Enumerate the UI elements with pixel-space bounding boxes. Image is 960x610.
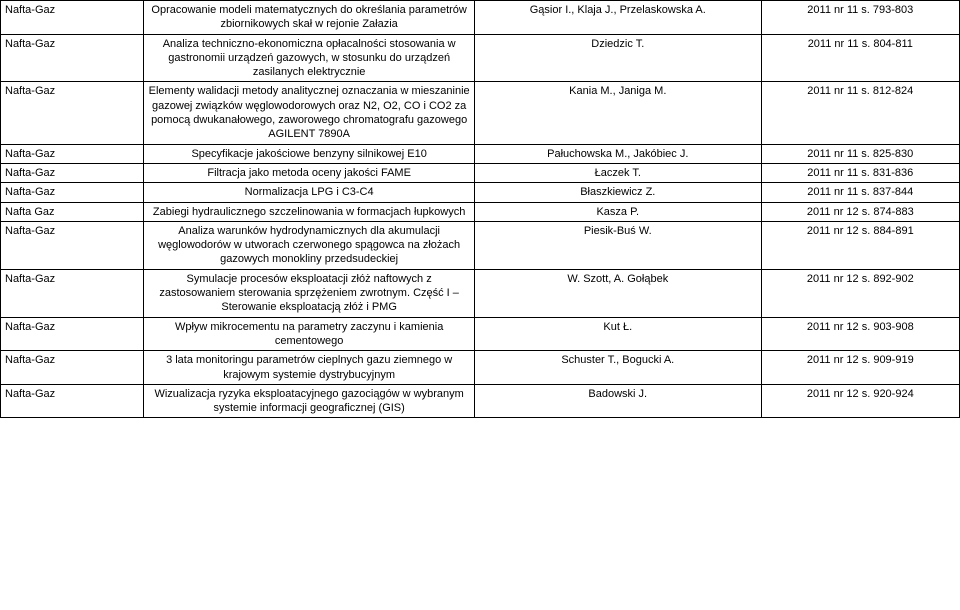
authors-cell: Dziedzic T.: [474, 34, 761, 82]
table-row: Nafta GazZabiegi hydraulicznego szczelin…: [1, 202, 960, 221]
authors-cell: Kasza P.: [474, 202, 761, 221]
title-cell: Zabiegi hydraulicznego szczelinowania w …: [144, 202, 475, 221]
journal-cell: Nafta-Gaz: [1, 221, 144, 269]
journal-cell: Nafta-Gaz: [1, 34, 144, 82]
publications-table: Nafta-GazOpracowanie modeli matematyczny…: [0, 0, 960, 418]
authors-cell: Badowski J.: [474, 384, 761, 418]
journal-cell: Nafta-Gaz: [1, 183, 144, 202]
authors-cell: Schuster T., Bogucki A.: [474, 351, 761, 385]
title-cell: Symulacje procesów eksploatacji złóż naf…: [144, 269, 475, 317]
authors-cell: Kania M., Janiga M.: [474, 82, 761, 144]
reference-cell: 2011 nr 11 s. 804-811: [761, 34, 959, 82]
journal-cell: Nafta-Gaz: [1, 82, 144, 144]
reference-cell: 2011 nr 12 s. 909-919: [761, 351, 959, 385]
journal-cell: Nafta-Gaz: [1, 163, 144, 182]
table-row: Nafta-GazOpracowanie modeli matematyczny…: [1, 1, 960, 35]
journal-cell: Nafta Gaz: [1, 202, 144, 221]
reference-cell: 2011 nr 12 s. 892-902: [761, 269, 959, 317]
title-cell: Filtracja jako metoda oceny jakości FAME: [144, 163, 475, 182]
authors-cell: Gąsior I., Klaja J., Przelaskowska A.: [474, 1, 761, 35]
table-row: Nafta-GazFiltracja jako metoda oceny jak…: [1, 163, 960, 182]
reference-cell: 2011 nr 11 s. 825-830: [761, 144, 959, 163]
title-cell: Wpływ mikrocementu na parametry zaczynu …: [144, 317, 475, 351]
reference-cell: 2011 nr 11 s. 812-824: [761, 82, 959, 144]
reference-cell: 2011 nr 12 s. 874-883: [761, 202, 959, 221]
table-row: Nafta-GazNormalizacja LPG i C3-C4Błaszki…: [1, 183, 960, 202]
title-cell: Normalizacja LPG i C3-C4: [144, 183, 475, 202]
table-row: Nafta-GazElementy walidacji metody anali…: [1, 82, 960, 144]
title-cell: Specyfikacje jakościowe benzyny silnikow…: [144, 144, 475, 163]
reference-cell: 2011 nr 11 s. 831-836: [761, 163, 959, 182]
title-cell: 3 lata monitoringu parametrów cieplnych …: [144, 351, 475, 385]
journal-cell: Nafta-Gaz: [1, 351, 144, 385]
reference-cell: 2011 nr 12 s. 920-924: [761, 384, 959, 418]
table-row: Nafta-GazAnaliza techniczno-ekonomiczna …: [1, 34, 960, 82]
reference-cell: 2011 nr 11 s. 793-803: [761, 1, 959, 35]
table-row: Nafta-GazWpływ mikrocementu na parametry…: [1, 317, 960, 351]
title-cell: Analiza techniczno-ekonomiczna opłacalno…: [144, 34, 475, 82]
journal-cell: Nafta-Gaz: [1, 269, 144, 317]
table-row: Nafta-GazSpecyfikacje jakościowe benzyny…: [1, 144, 960, 163]
title-cell: Wizualizacja ryzyka eksploatacyjnego gaz…: [144, 384, 475, 418]
reference-cell: 2011 nr 12 s. 903-908: [761, 317, 959, 351]
reference-cell: 2011 nr 11 s. 837-844: [761, 183, 959, 202]
title-cell: Analiza warunków hydrodynamicznych dla a…: [144, 221, 475, 269]
table-row: Nafta-Gaz3 lata monitoringu parametrów c…: [1, 351, 960, 385]
reference-cell: 2011 nr 12 s. 884-891: [761, 221, 959, 269]
authors-cell: Piesik-Buś W.: [474, 221, 761, 269]
authors-cell: Pałuchowska M., Jakóbiec J.: [474, 144, 761, 163]
table-row: Nafta-GazSymulacje procesów eksploatacji…: [1, 269, 960, 317]
authors-cell: Łaczek T.: [474, 163, 761, 182]
journal-cell: Nafta-Gaz: [1, 384, 144, 418]
journal-cell: Nafta-Gaz: [1, 317, 144, 351]
title-cell: Elementy walidacji metody analitycznej o…: [144, 82, 475, 144]
title-cell: Opracowanie modeli matematycznych do okr…: [144, 1, 475, 35]
journal-cell: Nafta-Gaz: [1, 1, 144, 35]
table-row: Nafta-GazWizualizacja ryzyka eksploatacy…: [1, 384, 960, 418]
authors-cell: W. Szott, A. Gołąbek: [474, 269, 761, 317]
journal-cell: Nafta-Gaz: [1, 144, 144, 163]
authors-cell: Błaszkiewicz Z.: [474, 183, 761, 202]
authors-cell: Kut Ł.: [474, 317, 761, 351]
table-row: Nafta-GazAnaliza warunków hydrodynamiczn…: [1, 221, 960, 269]
